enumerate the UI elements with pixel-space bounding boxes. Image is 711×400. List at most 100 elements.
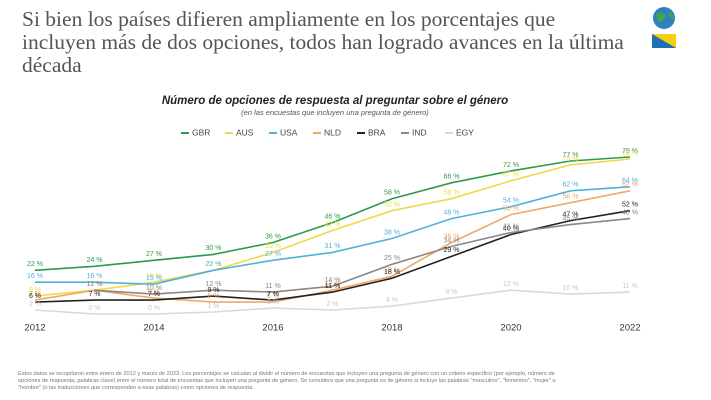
data-label: 1 %	[207, 303, 219, 310]
data-label: 52 %	[622, 202, 638, 209]
legend-label: IND	[412, 127, 427, 137]
legend-label: BRA	[368, 127, 386, 137]
logo-land	[656, 12, 666, 22]
data-label: 10 %	[146, 285, 162, 292]
data-label: 15 %	[146, 275, 162, 282]
data-label: 12 %	[87, 281, 103, 288]
data-label: 36 %	[444, 233, 460, 240]
data-label: 48 %	[622, 209, 638, 216]
data-label: 2 %	[326, 301, 338, 308]
data-label: 62 %	[563, 182, 579, 189]
data-label: 7 %	[88, 291, 100, 298]
data-label: 16 %	[146, 273, 162, 280]
data-label: 50 %	[503, 205, 519, 212]
data-label: 42 %	[325, 221, 341, 228]
data-label: 7 %	[29, 291, 41, 298]
data-label: 47 %	[563, 211, 579, 218]
data-label: 48 %	[444, 209, 460, 216]
data-label: 18 %	[384, 269, 400, 276]
data-label: 14 %	[325, 277, 341, 284]
data-label: 67 %	[503, 172, 519, 179]
data-label: 72 %	[503, 162, 519, 169]
x-tick-label: 2020	[500, 323, 521, 334]
data-label: 19 %	[384, 267, 400, 274]
logo-land	[668, 11, 674, 19]
data-label: 7 %	[267, 291, 279, 298]
data-label: 16 %	[87, 273, 103, 280]
data-label: 34 %	[444, 237, 460, 244]
data-label: 9 %	[207, 287, 219, 294]
data-label: 66 %	[444, 174, 460, 181]
legend-label: GBR	[192, 127, 210, 137]
chart: Número de opciones de respuesta al pregu…	[24, 95, 640, 334]
data-label: 45 %	[563, 215, 579, 222]
data-label: 10 %	[563, 285, 579, 292]
data-label: 40 %	[503, 225, 519, 232]
data-label: 12 %	[87, 281, 103, 288]
data-label: 64 %	[622, 178, 638, 185]
data-label: 9 %	[29, 287, 41, 294]
data-label: 22 %	[27, 261, 43, 268]
data-label: 6 %	[267, 293, 279, 300]
data-label: 12 %	[206, 281, 222, 288]
footnote: Estos datos se recopilaron entre enero d…	[18, 371, 556, 392]
x-tick-label: 2022	[619, 323, 640, 334]
legend-label: EGY	[456, 127, 474, 137]
series-line	[35, 186, 631, 286]
data-label: 31 %	[325, 243, 341, 250]
data-label: 31 %	[265, 243, 281, 250]
data-label: 12 %	[87, 281, 103, 288]
series-line	[34, 156, 631, 272]
data-label: 36 %	[265, 233, 281, 240]
x-tick-label: 2018	[381, 323, 402, 334]
data-label: 0 %	[148, 305, 160, 312]
data-label: 3 %	[267, 299, 279, 306]
data-label: 2 %	[29, 301, 41, 308]
data-label: 8 %	[148, 289, 160, 296]
data-label: 75 %	[563, 156, 579, 163]
x-tick-label: 2014	[143, 323, 164, 334]
data-label: 24 %	[87, 257, 103, 264]
data-label: 41 %	[503, 223, 519, 230]
data-label: 11 %	[622, 283, 637, 290]
data-label: 77 %	[563, 152, 579, 159]
legend-label: NLD	[324, 127, 341, 137]
data-label: 11 %	[325, 283, 340, 290]
chart-title: Número de opciones de respuesta al pregu…	[162, 95, 508, 107]
slide-heading: Si bien los países difieren ampliamente …	[22, 7, 624, 77]
data-label: 58 %	[444, 190, 460, 197]
data-label: 52 %	[384, 202, 400, 209]
chart-subtitle: (en las encuestas que incluyen una pregu…	[241, 108, 429, 117]
x-tick-label: 2016	[262, 323, 283, 334]
series-line	[34, 289, 631, 315]
data-label: 38 %	[384, 229, 400, 236]
data-label: 29 %	[444, 247, 460, 254]
data-label: 46 %	[325, 213, 341, 220]
legend-label: AUS	[236, 127, 254, 137]
data-label: 22 %	[206, 261, 222, 268]
data-label: 27 %	[265, 251, 281, 258]
data-label: 25 %	[384, 255, 400, 262]
data-label: 58 %	[384, 190, 400, 197]
data-label: 4 %	[386, 297, 398, 304]
data-label: 54 %	[503, 198, 519, 205]
logo	[652, 7, 676, 48]
data-label: 27 %	[146, 251, 162, 258]
data-label: 8 %	[445, 289, 457, 296]
data-label: 78 %	[622, 150, 638, 157]
logo-block	[652, 34, 676, 48]
legend-label: USA	[280, 127, 298, 137]
series-line	[94, 217, 631, 295]
data-label: 0 %	[88, 305, 100, 312]
data-label: 7 %	[148, 291, 160, 298]
data-label: 56 %	[563, 194, 579, 201]
data-label: 6 %	[29, 293, 41, 300]
data-label: 16 %	[27, 273, 43, 280]
data-label: 12 %	[503, 281, 519, 288]
series-line	[34, 158, 631, 297]
data-label: 12 %	[325, 281, 341, 288]
x-tick-label: 2012	[24, 323, 45, 334]
data-label: 62 %	[622, 182, 638, 189]
